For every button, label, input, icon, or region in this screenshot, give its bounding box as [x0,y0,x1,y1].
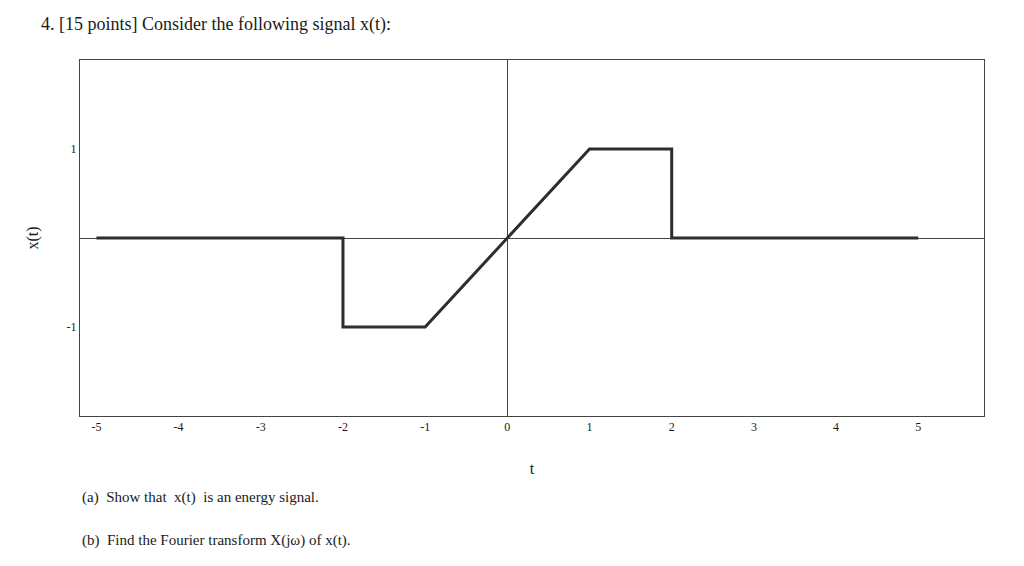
svg-text:0: 0 [504,420,510,434]
svg-text:-4: -4 [174,420,184,434]
svg-text:4. [15 points] Consider the fo: 4. [15 points] Consider the following si… [41,14,391,35]
svg-text:2: 2 [669,420,675,434]
svg-text:3: 3 [751,420,757,434]
svg-text:-5: -5 [91,420,101,434]
svg-text:x(t): x(t) [24,226,42,249]
svg-text:1: 1 [587,420,593,434]
svg-text:-3: -3 [256,420,266,434]
svg-text:(b) Find the Fourier transfor: (b) Find the Fourier transform X(jω) of … [82,532,351,549]
svg-text:(a) Show that x(t) is an en: (a) Show that x(t) is an energy signal. [82,489,319,506]
svg-text:-1: -1 [420,420,430,434]
svg-text:t: t [530,460,535,477]
svg-text:5: 5 [915,420,921,434]
svg-text:-2: -2 [338,420,348,434]
svg-text:4: 4 [833,420,839,434]
svg-text:1: 1 [71,142,77,156]
svg-text:-1: -1 [67,320,77,334]
